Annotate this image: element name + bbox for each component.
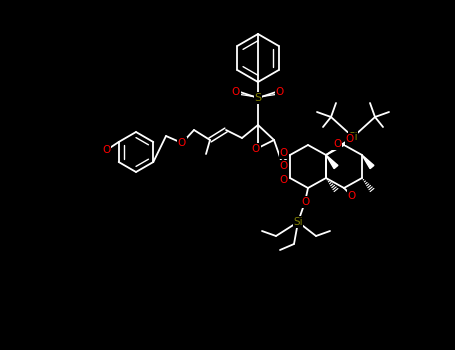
Polygon shape [362,155,374,169]
Text: O: O [280,161,288,171]
Text: O: O [232,87,240,97]
Text: O: O [276,87,284,97]
Text: O: O [280,175,288,185]
Text: S: S [254,93,262,103]
Polygon shape [326,155,338,169]
Text: O: O [301,197,309,207]
Text: O: O [346,134,354,144]
Text: O: O [280,148,288,158]
Text: O: O [102,145,111,155]
Text: Si: Si [348,132,358,142]
Text: O: O [333,139,341,149]
Text: O: O [252,144,260,154]
Text: O: O [348,191,356,201]
Text: Si: Si [293,217,303,227]
Text: O: O [178,138,186,148]
